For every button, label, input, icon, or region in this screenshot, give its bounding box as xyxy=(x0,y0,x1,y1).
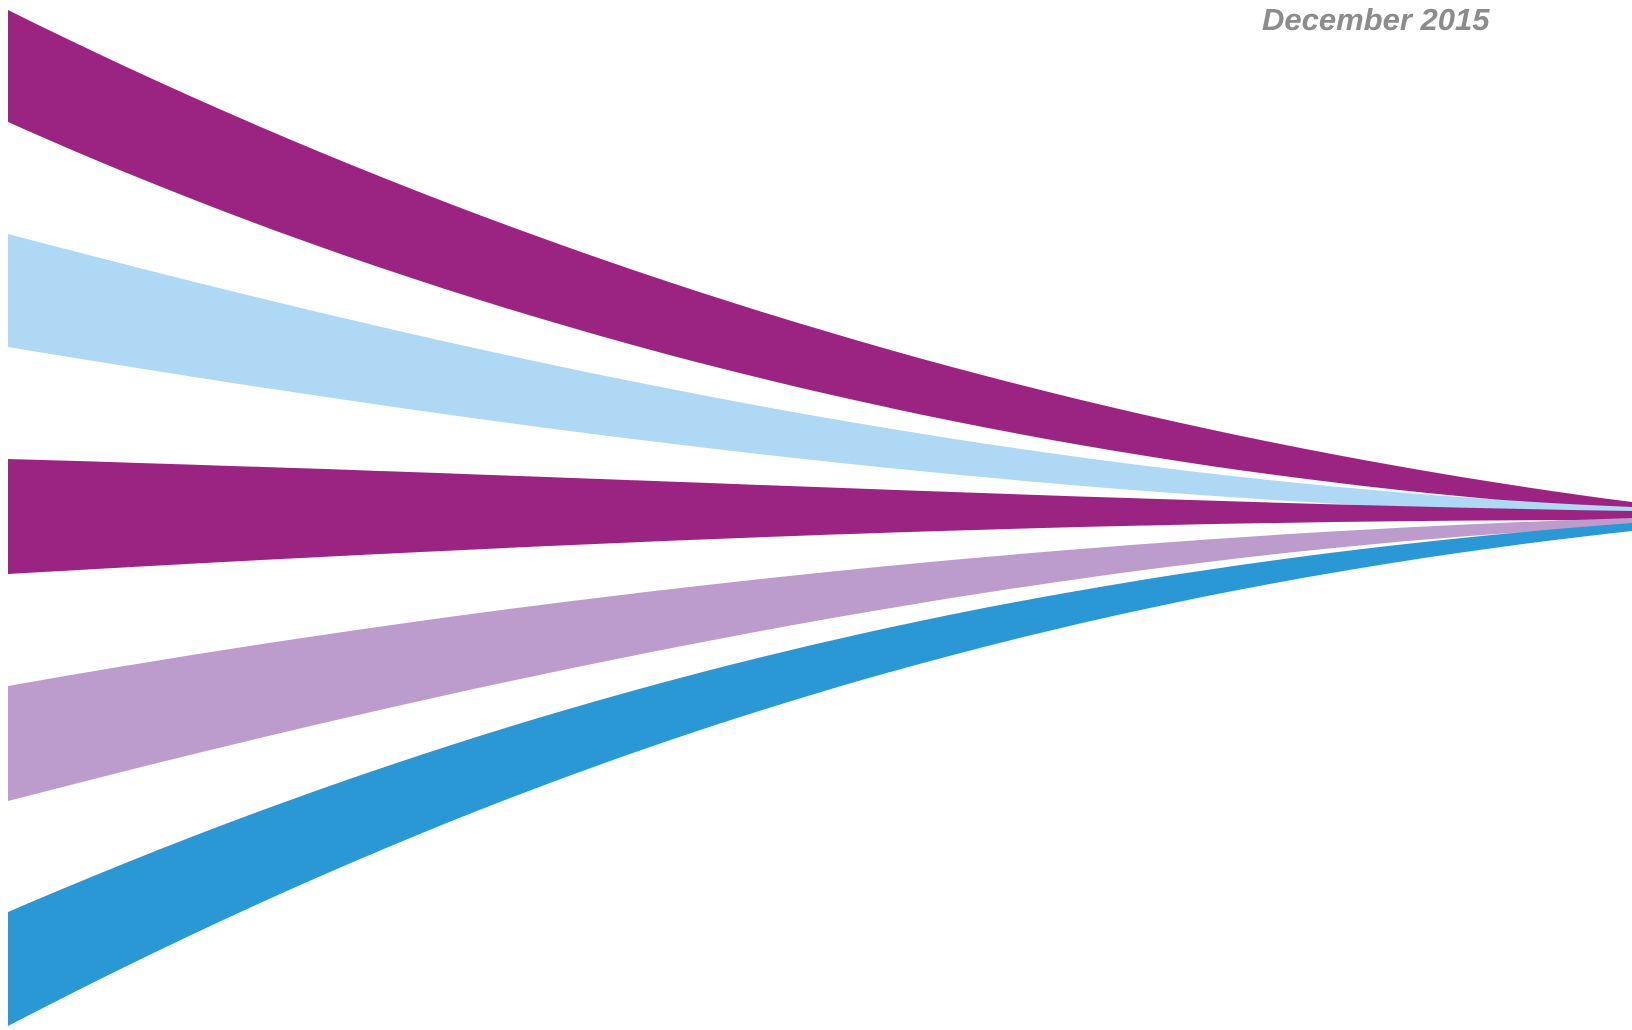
ribbon-light-blue xyxy=(8,234,1632,516)
cover-date: December 2015 xyxy=(1262,2,1490,37)
ribbon-lavender xyxy=(8,518,1632,801)
ribbon-middle-purple xyxy=(8,459,1632,574)
